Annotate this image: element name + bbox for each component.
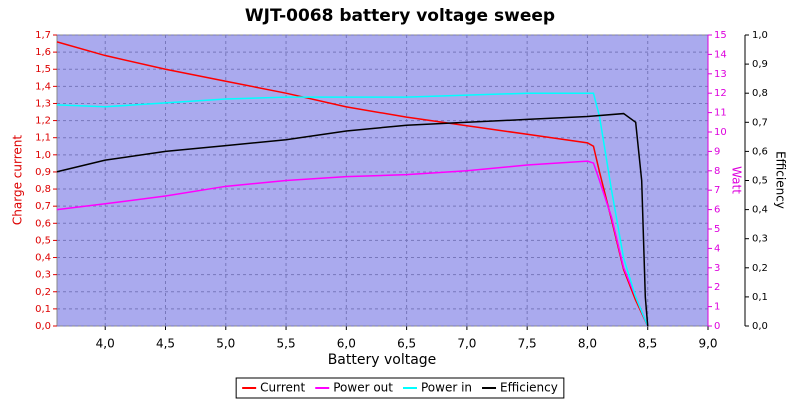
y-tick-label: 0,8 — [35, 184, 51, 195]
y2-tick-label: 4 — [714, 243, 720, 254]
y2-tick-label: 11 — [714, 108, 727, 119]
series-line — [56, 92, 649, 327]
legend-label: Power in — [421, 381, 472, 395]
x-tick-label: 7,5 — [518, 337, 537, 351]
y-tick-label: 0,6 — [35, 218, 51, 229]
y2-tick-label: 3 — [714, 263, 720, 274]
y-tick-label: 0,4 — [35, 253, 51, 264]
y2-tick-label: 10 — [714, 127, 727, 138]
y2-tick-label: 9 — [714, 146, 720, 157]
y-tick-label: 0,7 — [35, 201, 51, 212]
y2-tick-label: 14 — [714, 49, 727, 60]
y3-tick-label: 0,8 — [752, 88, 768, 99]
x-tick-label: 6,5 — [397, 337, 416, 351]
y3-tick-label: 0,4 — [752, 205, 768, 216]
y3-tick-label: 0,7 — [752, 117, 768, 128]
series-line — [56, 112, 649, 327]
legend-label: Current — [260, 381, 305, 395]
series-line — [56, 160, 649, 327]
x-tick-label: 6,0 — [337, 337, 356, 351]
y-tick-label: 0,2 — [35, 287, 51, 298]
y-tick-label: 0,0 — [35, 321, 51, 332]
y2-tick-label: 0 — [714, 321, 720, 332]
y-tick-label: 0,1 — [35, 304, 51, 315]
y-tick-label: 0,5 — [35, 235, 51, 246]
y-tick-label: 0,3 — [35, 270, 51, 281]
legend-label: Efficiency — [500, 381, 558, 395]
y3-tick-label: 1,0 — [752, 30, 768, 41]
y-tick-label: 1,0 — [35, 150, 51, 161]
y2-axis-label: Watt — [730, 166, 744, 194]
legend-label: Power out — [333, 381, 393, 395]
y3-tick-label: 0,5 — [752, 176, 768, 187]
legend-box — [235, 377, 565, 399]
y2-tick-label: 6 — [714, 205, 720, 216]
y3-tick-label: 0,1 — [752, 292, 768, 303]
x-tick-label: 4,5 — [156, 337, 175, 351]
y-tick-label: 1,4 — [35, 81, 51, 92]
y2-tick-label: 13 — [714, 69, 727, 80]
y-tick-label: 1,2 — [35, 116, 51, 127]
x-axis-label: Battery voltage — [328, 352, 437, 368]
y2-tick-label: 5 — [714, 224, 720, 235]
y2-tick-label: 1 — [714, 302, 720, 313]
y3-tick-label: 0,0 — [752, 321, 768, 332]
y2-tick-label: 7 — [714, 185, 720, 196]
y-tick-label: 1,1 — [35, 133, 51, 144]
y3-tick-label: 0,6 — [752, 146, 768, 157]
x-tick-label: 5,5 — [277, 337, 296, 351]
y2-tick-label: 12 — [714, 88, 727, 99]
x-tick-label: 4,0 — [96, 337, 115, 351]
y-axis-label: Charge current — [11, 135, 25, 225]
y3-tick-label: 0,9 — [752, 59, 768, 70]
y2-tick-label: 8 — [714, 166, 720, 177]
y2-tick-label: 2 — [714, 282, 720, 293]
x-tick-label: 9,0 — [698, 337, 717, 351]
y-tick-label: 1,3 — [35, 98, 51, 109]
x-tick-label: 8,0 — [578, 337, 597, 351]
chart-title: WJT-0068 battery voltage sweep — [245, 6, 555, 26]
y3-tick-label: 0,3 — [752, 234, 768, 245]
legend: Current Power out Power in Efficiency — [235, 377, 565, 399]
x-tick-label: 5,0 — [216, 337, 235, 351]
x-tick-label: 7,0 — [457, 337, 476, 351]
x-tick-label: 8,5 — [638, 337, 657, 351]
y3-axis-label: Efficiency — [774, 151, 788, 209]
y-tick-label: 1,6 — [35, 47, 51, 58]
y-tick-label: 0,9 — [35, 167, 51, 178]
y-tick-label: 1,5 — [35, 64, 51, 75]
y-tick-label: 1,7 — [35, 30, 51, 41]
y2-tick-label: 15 — [714, 30, 727, 41]
y3-tick-label: 0,2 — [752, 263, 768, 274]
